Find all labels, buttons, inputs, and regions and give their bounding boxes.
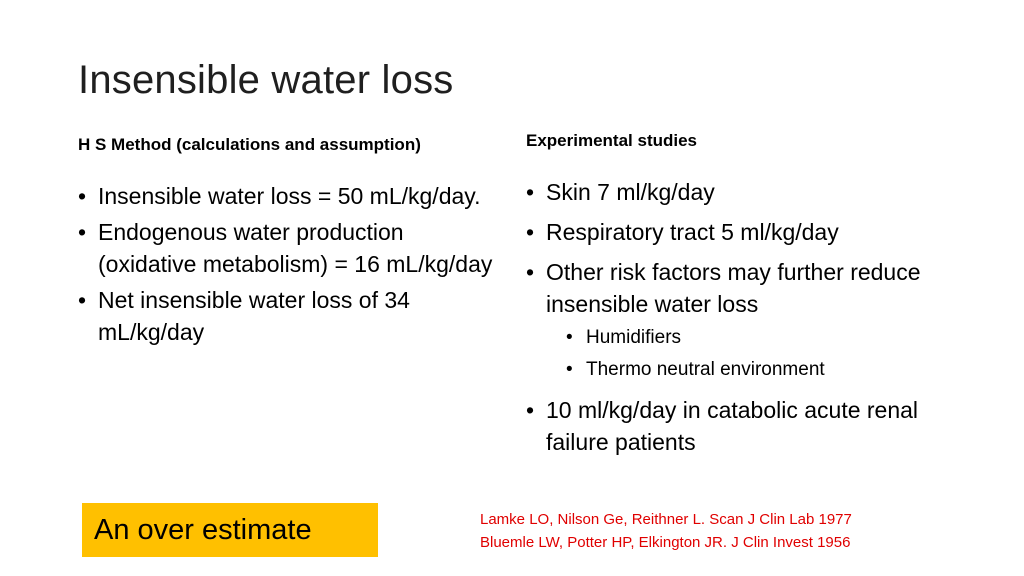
right-bullet-list: Skin 7 ml/kg/day Respiratory tract 5 ml/… bbox=[526, 176, 946, 458]
list-item: 10 ml/kg/day in catabolic acute renal fa… bbox=[526, 394, 946, 458]
list-item: Respiratory tract 5 ml/kg/day bbox=[526, 216, 946, 248]
right-column: Experimental studies Skin 7 ml/kg/day Re… bbox=[526, 128, 946, 466]
right-column-heading: Experimental studies bbox=[526, 131, 698, 150]
left-column: H S Method (calculations and assumption)… bbox=[78, 132, 498, 352]
reference-line: Lamke LO, Nilson Ge, Reithner L. Scan J … bbox=[480, 511, 852, 528]
reference-line: Bluemle LW, Potter HP, Elkington JR. J C… bbox=[480, 534, 851, 551]
list-item: Skin 7 ml/kg/day bbox=[526, 176, 946, 208]
left-column-heading: H S Method (calculations and assumption) bbox=[78, 135, 421, 154]
callout-box: An over estimate bbox=[82, 503, 378, 557]
sub-bullet-list: Humidifiers Thermo neutral environment bbox=[546, 322, 946, 386]
sub-list-item: Thermo neutral environment bbox=[546, 354, 946, 386]
list-item: Insensible water loss = 50 mL/kg/day. bbox=[78, 180, 498, 212]
list-item: Endogenous water production (oxidative m… bbox=[78, 216, 498, 280]
left-bullet-list: Insensible water loss = 50 mL/kg/day. En… bbox=[78, 180, 498, 348]
slide-title: Insensible water loss bbox=[78, 58, 454, 102]
list-item: Net insensible water loss of 34 mL/kg/da… bbox=[78, 284, 498, 348]
sub-list-item: Humidifiers bbox=[546, 322, 946, 354]
list-item-text: Other risk factors may further reduce in… bbox=[546, 259, 921, 317]
references: Lamke LO, Nilson Ge, Reithner L. Scan J … bbox=[480, 508, 852, 554]
list-item-with-subitems: Other risk factors may further reduce in… bbox=[526, 256, 946, 386]
